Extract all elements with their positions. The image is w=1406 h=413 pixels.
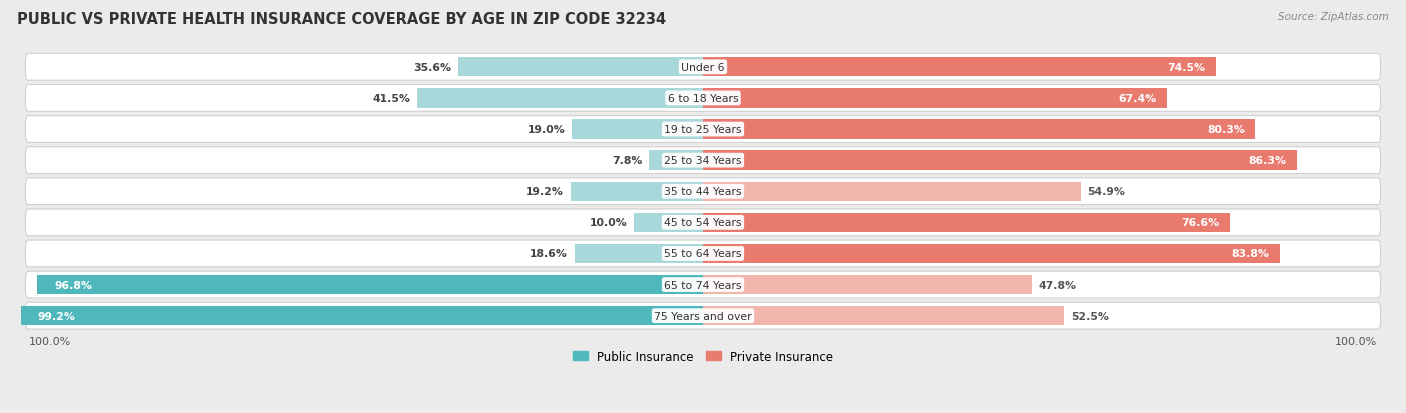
Text: 35.6%: 35.6% — [413, 63, 451, 73]
Text: 100.0%: 100.0% — [1334, 336, 1378, 346]
Text: 45 to 54 Years: 45 to 54 Years — [664, 218, 742, 228]
Text: Source: ZipAtlas.com: Source: ZipAtlas.com — [1278, 12, 1389, 22]
FancyBboxPatch shape — [25, 303, 1381, 329]
Bar — [703, 182, 1081, 202]
Text: 76.6%: 76.6% — [1181, 218, 1219, 228]
Bar — [37, 275, 703, 294]
Bar — [650, 151, 703, 171]
Text: 75 Years and over: 75 Years and over — [654, 311, 752, 321]
Text: Under 6: Under 6 — [682, 63, 724, 73]
Text: 83.8%: 83.8% — [1232, 249, 1270, 259]
FancyBboxPatch shape — [25, 116, 1381, 143]
Bar — [458, 58, 703, 77]
Text: PUBLIC VS PRIVATE HEALTH INSURANCE COVERAGE BY AGE IN ZIP CODE 32234: PUBLIC VS PRIVATE HEALTH INSURANCE COVER… — [17, 12, 666, 27]
Text: 19.0%: 19.0% — [527, 125, 565, 135]
FancyBboxPatch shape — [25, 240, 1381, 267]
FancyBboxPatch shape — [25, 147, 1381, 174]
FancyBboxPatch shape — [25, 271, 1381, 298]
Text: 52.5%: 52.5% — [1071, 311, 1109, 321]
Text: 6 to 18 Years: 6 to 18 Years — [668, 94, 738, 104]
Text: 41.5%: 41.5% — [373, 94, 411, 104]
Bar — [634, 213, 703, 233]
Bar — [703, 244, 1279, 263]
Bar — [703, 120, 1256, 139]
Text: 7.8%: 7.8% — [612, 156, 643, 166]
Legend: Public Insurance, Private Insurance: Public Insurance, Private Insurance — [568, 345, 838, 368]
Bar — [21, 306, 703, 325]
Bar — [571, 182, 703, 202]
Text: 18.6%: 18.6% — [530, 249, 568, 259]
Bar — [572, 120, 703, 139]
Text: 10.0%: 10.0% — [589, 218, 627, 228]
Text: 47.8%: 47.8% — [1039, 280, 1077, 290]
Bar — [703, 306, 1064, 325]
Text: 100.0%: 100.0% — [28, 336, 72, 346]
Text: 99.2%: 99.2% — [38, 311, 76, 321]
Text: 74.5%: 74.5% — [1167, 63, 1205, 73]
FancyBboxPatch shape — [25, 54, 1381, 81]
Bar — [703, 213, 1230, 233]
Text: 55 to 64 Years: 55 to 64 Years — [664, 249, 742, 259]
Bar — [575, 244, 703, 263]
Text: 67.4%: 67.4% — [1118, 94, 1156, 104]
Text: 35 to 44 Years: 35 to 44 Years — [664, 187, 742, 197]
Bar — [703, 275, 1032, 294]
Bar — [703, 151, 1296, 171]
Text: 65 to 74 Years: 65 to 74 Years — [664, 280, 742, 290]
Text: 19 to 25 Years: 19 to 25 Years — [664, 125, 742, 135]
Text: 54.9%: 54.9% — [1088, 187, 1125, 197]
Bar — [703, 89, 1167, 108]
FancyBboxPatch shape — [25, 178, 1381, 205]
Bar — [418, 89, 703, 108]
Text: 86.3%: 86.3% — [1249, 156, 1286, 166]
Text: 80.3%: 80.3% — [1208, 125, 1246, 135]
Text: 19.2%: 19.2% — [526, 187, 564, 197]
FancyBboxPatch shape — [25, 85, 1381, 112]
Bar — [703, 58, 1216, 77]
Text: 25 to 34 Years: 25 to 34 Years — [664, 156, 742, 166]
Text: 96.8%: 96.8% — [55, 280, 91, 290]
FancyBboxPatch shape — [25, 209, 1381, 236]
